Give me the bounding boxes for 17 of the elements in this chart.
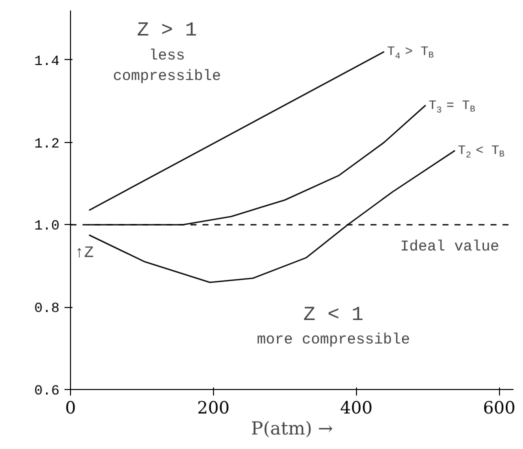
annotation: compressible <box>112 68 221 85</box>
ref-line-label: Ideal value <box>400 238 500 256</box>
x-tick-label: 0 <box>65 398 76 418</box>
x-tick-label: 200 <box>197 398 230 418</box>
y-tick-label: 0.6 <box>34 384 60 400</box>
y-tick-label: 1.2 <box>34 136 60 152</box>
annotation: more compressible <box>256 332 410 349</box>
x-tick-label: 600 <box>482 398 516 418</box>
x-tick-label: 400 <box>340 398 373 418</box>
y-axis-title: ↑Z <box>74 244 94 262</box>
annotation: Z < 1 <box>303 304 364 327</box>
annotation: Z > 1 <box>136 20 197 43</box>
y-tick-label: 1.0 <box>34 218 60 235</box>
y-tick-label: 1.4 <box>34 54 60 70</box>
annotation: less <box>148 47 185 64</box>
x-axis-title: P(atm) → <box>251 418 334 440</box>
y-tick-label: 0.8 <box>34 301 60 318</box>
